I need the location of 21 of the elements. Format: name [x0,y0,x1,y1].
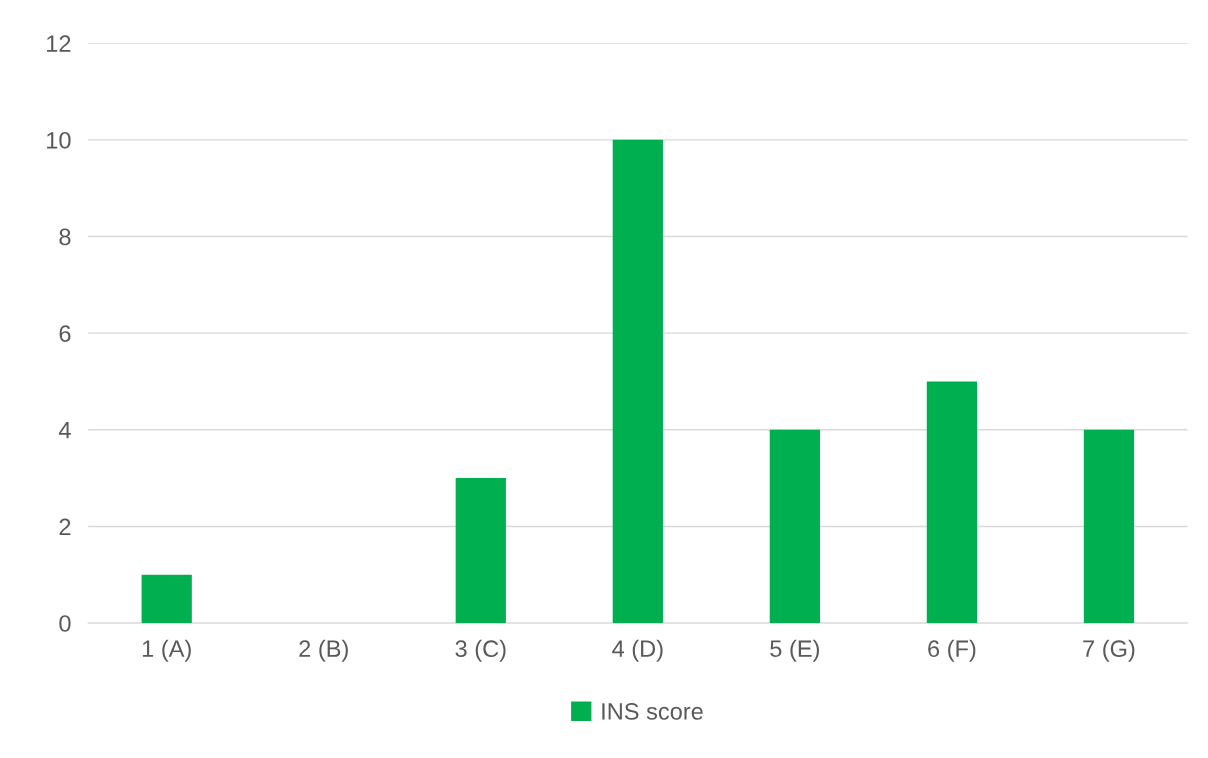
bar [612,139,663,624]
bar [769,429,820,624]
bar [1083,429,1135,624]
x-tick-label: 4 (D) [612,639,663,662]
y-tick-label: 6 [59,325,71,342]
legend-label: INS score [602,703,703,720]
y-tick-label: 8 [59,228,71,246]
y-tick-label: 4 [58,422,71,439]
x-tick-label: 2 (B) [299,639,348,662]
bar [926,381,978,624]
bar [141,574,192,624]
y-tick-label: 10 [47,131,71,149]
x-tick-label: 1 (A) [142,639,191,662]
x-tick-label: 6 (F) [928,639,976,662]
x-tick-label: 3 (C) [455,639,506,662]
y-tick-label: 0 [59,615,71,632]
x-tick-label: 5 (E) [770,639,819,662]
y-tick-label: 2 [59,518,71,535]
bar [455,478,506,624]
y-tick-label: 12 [47,35,71,52]
x-tick-label: 7 (G) [1083,639,1135,662]
